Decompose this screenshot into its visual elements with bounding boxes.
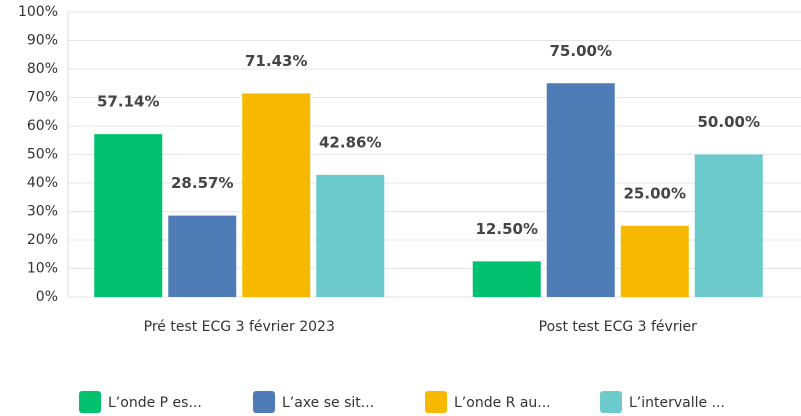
data-label: 71.43% — [245, 52, 307, 70]
y-tick-label: 10% — [27, 261, 58, 277]
data-label: 42.86% — [319, 133, 381, 151]
bar — [620, 225, 689, 297]
legend-label: L’onde R au... — [454, 395, 551, 411]
data-label: 57.14% — [97, 93, 159, 111]
legend-swatch — [425, 391, 447, 413]
data-label: 28.57% — [171, 174, 233, 192]
y-tick-label: 100% — [18, 4, 58, 20]
y-tick-label: 40% — [27, 175, 58, 191]
legend-swatch — [79, 391, 101, 413]
bar — [94, 134, 163, 297]
y-tick-label: 0% — [36, 289, 58, 305]
bar — [694, 154, 763, 297]
bar — [316, 174, 385, 297]
data-label: 75.00% — [550, 42, 612, 60]
bar — [546, 83, 615, 297]
y-tick-label: 60% — [27, 118, 58, 134]
legend-swatch — [253, 391, 275, 413]
bar — [472, 261, 541, 297]
legend-swatch — [600, 391, 622, 413]
y-tick-label: 50% — [27, 147, 58, 163]
x-tick-label: Post test ECG 3 février — [539, 319, 697, 335]
data-label: 25.00% — [624, 184, 686, 202]
x-tick-label: Pré test ECG 3 février 2023 — [144, 319, 335, 335]
y-tick-label: 90% — [27, 33, 58, 49]
y-tick-label: 70% — [27, 90, 58, 106]
legend-label: L’onde P es... — [108, 395, 202, 411]
legend-label: L’intervalle ... — [629, 395, 725, 411]
y-tick-label: 80% — [27, 61, 58, 77]
y-tick-label: 30% — [27, 204, 58, 220]
data-label: 50.00% — [698, 113, 760, 131]
y-tick-label: 20% — [27, 232, 58, 248]
bar — [242, 93, 311, 297]
bar — [168, 215, 237, 297]
data-label: 12.50% — [476, 220, 538, 238]
legend-label: L’axe se sit... — [282, 395, 374, 411]
